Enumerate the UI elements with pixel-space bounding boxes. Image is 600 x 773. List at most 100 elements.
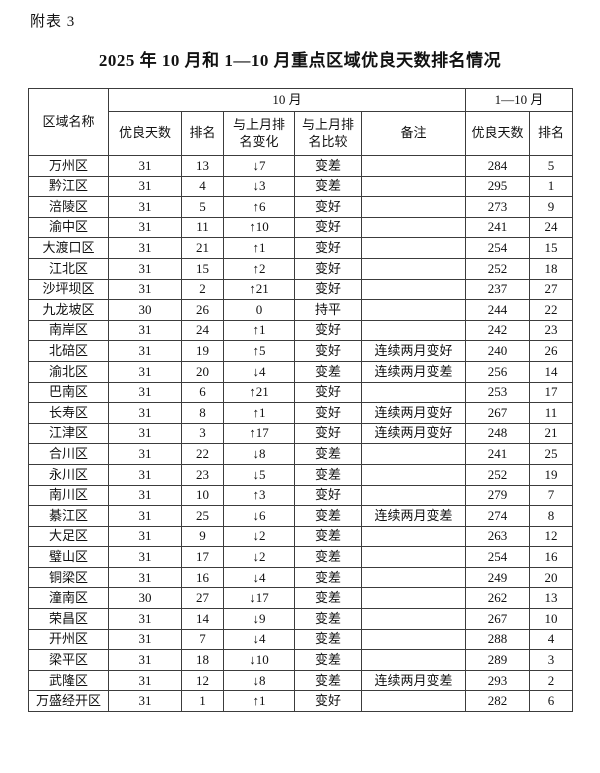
ytd-good-days-cell: 289: [465, 649, 531, 671]
ytd-rank-cell: 17: [529, 381, 574, 404]
ytd-rank-cell: 12: [529, 525, 574, 548]
oct-rank-cell: 4: [181, 175, 224, 198]
rank-compare-cell: 变好: [294, 422, 362, 445]
rank-compare-cell: 变好: [294, 216, 362, 239]
remark-cell: 连续两月变好: [360, 422, 467, 445]
ytd-rank-cell: 1: [529, 175, 574, 198]
ytd-good-days-cell: 244: [465, 299, 531, 321]
oct-good-days-cell: 31: [108, 155, 182, 177]
rank-change-cell: ↓17: [223, 587, 295, 610]
oct-rank-cell: 20: [181, 360, 224, 383]
oct-good-days-cell: 31: [108, 175, 182, 198]
rank-compare-cell: 变好: [294, 319, 362, 342]
rank-change-cell: ↑1: [223, 319, 295, 342]
table-row: 万盛经开区 31 1 ↑1 变好 282 6: [28, 690, 574, 713]
rank-compare-cell: 变好: [294, 257, 362, 280]
rank-compare-cell: 变好: [294, 381, 362, 404]
oct-rank-cell: 11: [181, 216, 224, 239]
col-header-ytd-good-days: 优良天数: [465, 111, 531, 156]
remark-cell: [360, 484, 467, 507]
rank-change-cell: ↓6: [223, 505, 295, 527]
rank-change-cell: 0: [223, 299, 295, 321]
oct-good-days-cell: 31: [108, 463, 182, 486]
ytd-good-days-cell: 273: [465, 196, 531, 218]
rank-change-cell: ↑2: [223, 257, 295, 280]
col-header-rank-change: 与上月排名变化: [223, 111, 295, 156]
region-name-cell: 綦江区: [28, 505, 109, 527]
remark-cell: [360, 237, 467, 259]
ytd-good-days-cell: 254: [465, 546, 531, 568]
ytd-good-days-cell: 241: [465, 216, 531, 239]
rank-compare-cell: 变差: [294, 649, 362, 671]
oct-rank-cell: 9: [181, 525, 224, 548]
rank-compare-cell: 变差: [294, 628, 362, 651]
region-name-cell: 长寿区: [28, 402, 109, 424]
oct-good-days-cell: 31: [108, 360, 182, 383]
oct-good-days-cell: 31: [108, 402, 182, 424]
rank-compare-cell: 变差: [294, 608, 362, 630]
table-row: 巴南区 31 6 ↑21 变好 253 17: [28, 381, 574, 404]
remark-cell: [360, 443, 467, 465]
ytd-rank-cell: 23: [529, 319, 574, 342]
rank-compare-cell: 变好: [294, 402, 362, 424]
oct-rank-cell: 25: [181, 505, 224, 527]
region-name-cell: 巴南区: [28, 381, 109, 404]
oct-rank-cell: 7: [181, 628, 224, 651]
oct-good-days-cell: 31: [108, 608, 182, 630]
table-row: 江津区 31 3 ↑17 变好 连续两月变好 248 21: [28, 422, 574, 445]
region-name-cell: 沙坪坝区: [28, 278, 109, 301]
ytd-good-days-cell: 288: [465, 628, 531, 651]
region-name-cell: 万盛经开区: [28, 690, 109, 713]
ytd-good-days-cell: 249: [465, 566, 531, 589]
oct-good-days-cell: 30: [108, 587, 182, 610]
remark-cell: [360, 628, 467, 651]
ytd-rank-cell: 15: [529, 237, 574, 259]
rank-compare-cell: 变好: [294, 278, 362, 301]
table-row: 黔江区 31 4 ↓3 变差 295 1: [28, 175, 574, 198]
ytd-rank-cell: 6: [529, 690, 574, 713]
rank-change-cell: ↑10: [223, 216, 295, 239]
remark-cell: [360, 381, 467, 404]
table-row: 铜梁区 31 16 ↓4 变差 249 20: [28, 566, 574, 589]
oct-rank-cell: 8: [181, 402, 224, 424]
table-row: 九龙坡区 30 26 0 持平 244 22: [28, 299, 574, 321]
rank-compare-cell: 变好: [294, 340, 362, 362]
oct-good-days-cell: 31: [108, 319, 182, 342]
oct-rank-cell: 22: [181, 443, 224, 465]
region-name-cell: 梁平区: [28, 649, 109, 671]
region-name-cell: 璧山区: [28, 546, 109, 568]
oct-good-days-cell: 31: [108, 278, 182, 301]
rank-change-cell: ↑1: [223, 690, 295, 713]
ytd-good-days-cell: 242: [465, 319, 531, 342]
rank-change-cell: ↓4: [223, 628, 295, 651]
table-row: 大足区 31 9 ↓2 变差 263 12: [28, 525, 574, 548]
rank-change-cell: ↓10: [223, 649, 295, 671]
remark-cell: 连续两月变好: [360, 402, 467, 424]
ytd-good-days-cell: 252: [465, 257, 531, 280]
oct-good-days-cell: 31: [108, 649, 182, 671]
table-row: 武隆区 31 12 ↓8 变差 连续两月变差 293 2: [28, 669, 574, 692]
rank-change-cell: ↑6: [223, 196, 295, 218]
ytd-good-days-cell: 263: [465, 525, 531, 548]
col-header-oct-good-days: 优良天数: [108, 111, 182, 156]
region-name-cell: 荣昌区: [28, 608, 109, 630]
region-name-cell: 九龙坡区: [28, 299, 109, 321]
ytd-rank-cell: 4: [529, 628, 574, 651]
ytd-rank-cell: 20: [529, 566, 574, 589]
table-row: 南岸区 31 24 ↑1 变好 242 23: [28, 319, 574, 342]
page-title: 2025 年 10 月和 1—10 月重点区域优良天数排名情况: [98, 51, 502, 70]
ytd-good-days-cell: 237: [465, 278, 531, 301]
ytd-rank-cell: 7: [529, 484, 574, 507]
ytd-good-days-cell: 295: [465, 175, 531, 198]
ytd-good-days-cell: 253: [465, 381, 531, 404]
oct-good-days-cell: 31: [108, 196, 182, 218]
oct-rank-cell: 14: [181, 608, 224, 630]
ytd-rank-cell: 13: [529, 587, 574, 610]
table-row: 梁平区 31 18 ↓10 变差 289 3: [28, 649, 574, 671]
region-name-cell: 黔江区: [28, 175, 109, 198]
col-group-october: 10 月: [107, 88, 467, 112]
rank-compare-cell: 变差: [294, 505, 362, 527]
region-name-cell: 铜梁区: [28, 566, 109, 589]
ytd-rank-cell: 16: [529, 546, 574, 568]
rank-compare-cell: 变好: [294, 690, 362, 713]
